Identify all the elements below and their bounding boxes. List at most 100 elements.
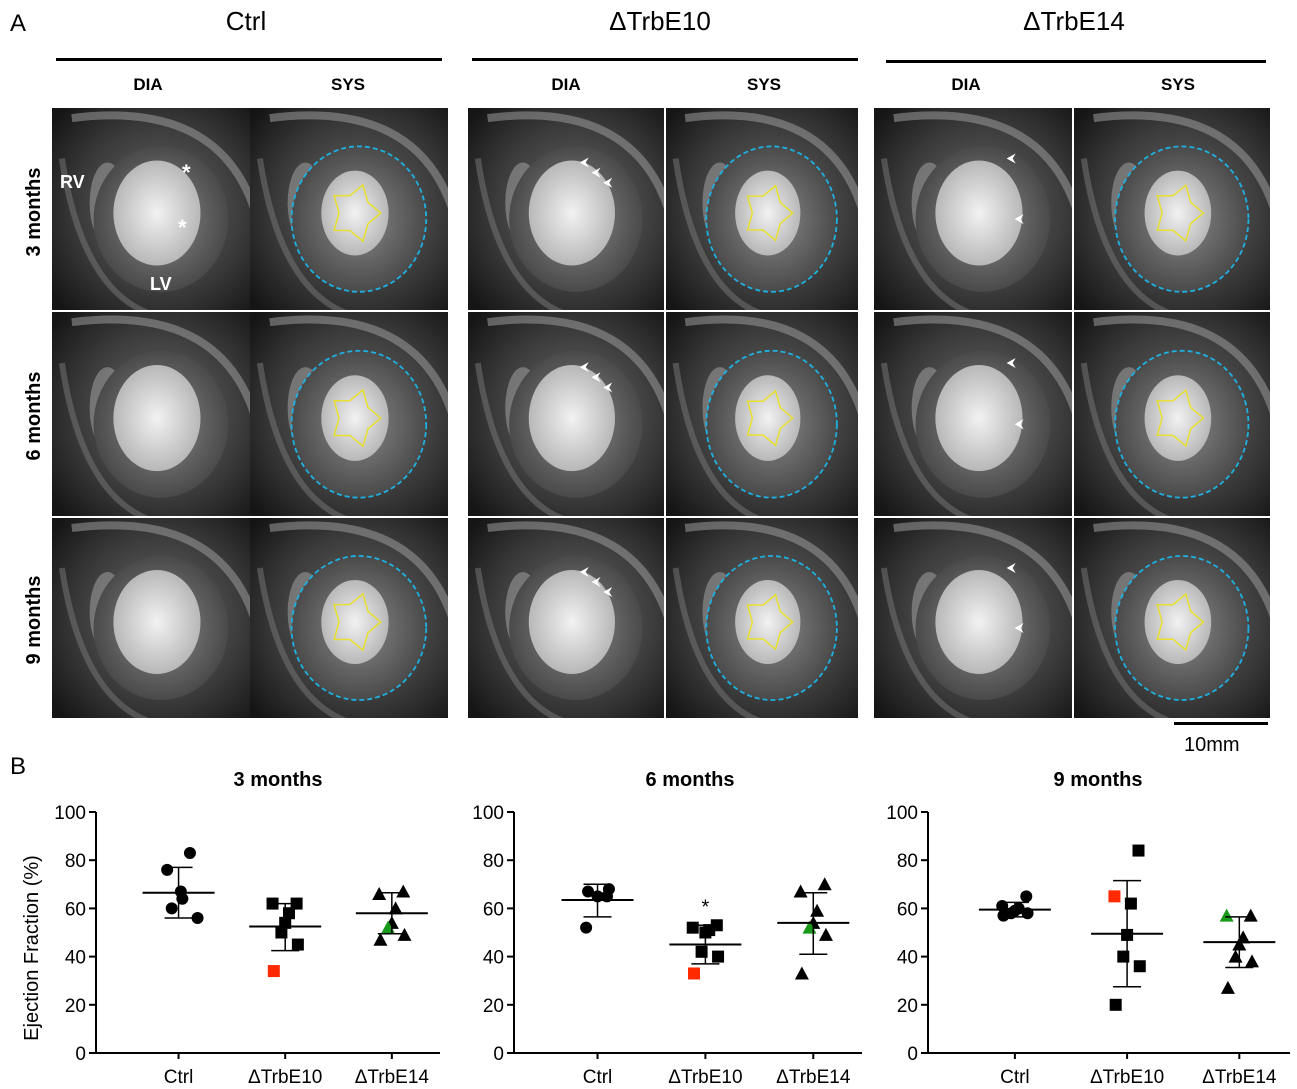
- x-tick-label-1-2: ΔTrbE14: [776, 1067, 851, 1088]
- point-2-1-5: [1133, 960, 1146, 973]
- x-tick-label-0-1: ΔTrbE10: [248, 1067, 322, 1088]
- y-tick-label-2-100: 100: [886, 803, 918, 824]
- y-tick-label-0-40: 40: [65, 948, 86, 969]
- rv-label: RV: [60, 172, 85, 192]
- dia-header-ctrl: DIA: [133, 75, 163, 94]
- panel-b-label: B: [10, 753, 27, 780]
- mri-sys-g1-r0: [666, 108, 858, 310]
- mri-dia-g1-r2: [468, 518, 664, 718]
- chart-title-1: 6 months: [646, 769, 735, 791]
- x-tick-label-2-2: ΔTrbE14: [1202, 1067, 1277, 1088]
- chart-title-0: 3 months: [234, 769, 323, 791]
- dia-header-e10: DIA: [551, 75, 581, 94]
- mri-sys-g2-r0: [1074, 108, 1270, 310]
- x-tick-label-0-2: ΔTrbE14: [355, 1067, 430, 1088]
- point-0-0-3: [176, 892, 189, 905]
- y-tick-label-2-60: 60: [897, 899, 918, 920]
- sys-header-e10: SYS: [746, 75, 782, 94]
- mri-sys-g2-r1: [1074, 312, 1270, 516]
- y-tick-label-2-20: 20: [897, 996, 918, 1017]
- point-0-1-2: [283, 907, 295, 920]
- mri-sys-g0-r2: [250, 518, 448, 718]
- group-title-ctrl: Ctrl: [225, 6, 267, 36]
- mri-sys-g2-r2: [1074, 518, 1270, 718]
- asterisk-2: *: [178, 215, 187, 240]
- point-2-1-2: [1124, 897, 1137, 910]
- point-2-1-6: [1109, 998, 1122, 1011]
- y-tick-label-1-100: 100: [472, 803, 504, 824]
- point-0-0-4: [165, 902, 178, 915]
- mri-dia-g0-r0: [52, 108, 250, 310]
- y-tick-label-1-80: 80: [483, 851, 504, 872]
- point-1-2-0: [817, 877, 832, 891]
- significance-marker-1: *: [702, 896, 710, 918]
- point-1-0-4: [580, 921, 593, 934]
- group-rule-e10: [472, 58, 858, 61]
- point-1-2-2: [810, 903, 825, 917]
- point-0-1-5: [291, 938, 304, 951]
- x-tick-label-1-1: ΔTrbE10: [668, 1067, 742, 1088]
- y-tick-label-1-0: 0: [493, 1044, 504, 1065]
- point-1-1-5: [712, 950, 725, 963]
- lv-label: LV: [150, 274, 172, 294]
- point-1-1-1: [686, 921, 699, 934]
- mri-dia-g0-r1: [52, 312, 250, 516]
- mri-sys-g0-r1: [250, 312, 448, 516]
- point-0-0-1: [161, 863, 174, 876]
- mri-sys-g0-r0: [250, 108, 448, 310]
- y-tick-label-2-0: 0: [907, 1044, 918, 1065]
- y-tick-label-1-20: 20: [483, 996, 504, 1017]
- group-rule-e14: [886, 60, 1266, 63]
- chart-title-2: 9 months: [1054, 769, 1143, 791]
- point-2-2-5: [1244, 954, 1259, 968]
- group-rule-ctrl: [56, 58, 442, 61]
- group-title-e10: ΔTrbE10: [609, 6, 711, 36]
- x-tick-label-1-0: Ctrl: [583, 1067, 613, 1088]
- x-tick-label-2-0: Ctrl: [1000, 1067, 1030, 1088]
- point-0-1-4: [275, 926, 288, 939]
- point-2-1-0: [1132, 844, 1145, 857]
- scale-bar-label: 10mm: [1184, 734, 1240, 756]
- mri-dia-g2-r0: [874, 108, 1072, 310]
- mri-dia-g1-r0: [468, 108, 664, 310]
- point-0-2-6: [373, 932, 388, 946]
- x-tick-label-0-0: Ctrl: [164, 1067, 194, 1088]
- mri-dia-g0-r2: [52, 518, 250, 718]
- point-1-0-1: [582, 885, 595, 898]
- y-tick-label-2-40: 40: [897, 948, 918, 969]
- point-1-2-5: [818, 927, 833, 941]
- point-0-2-0: [396, 884, 411, 898]
- y-tick-label-0-20: 20: [65, 996, 86, 1017]
- panel-a-label: A: [10, 10, 27, 37]
- asterisk-1: *: [182, 160, 191, 185]
- y-tick-label-0-80: 80: [65, 851, 86, 872]
- point-0-1-6: [267, 965, 280, 978]
- point-2-1-1: [1108, 890, 1121, 903]
- point-1-1-6: [688, 967, 700, 980]
- y-tick-label-0-60: 60: [65, 899, 86, 920]
- point-2-0-0: [1020, 890, 1033, 903]
- mri-sys-g1-r1: [666, 312, 858, 516]
- point-2-2-4: [1228, 949, 1243, 963]
- point-2-2-0: [1243, 908, 1258, 922]
- mri-dia-g2-r1: [874, 312, 1072, 516]
- sys-header-ctrl: SYS: [330, 75, 366, 94]
- point-1-1-4: [695, 945, 708, 958]
- point-1-2-6: [794, 966, 809, 980]
- sys-header-e14: SYS: [1160, 75, 1196, 94]
- y-tick-label-0-0: 0: [75, 1044, 86, 1065]
- dia-header-e14: DIA: [951, 75, 981, 94]
- scale-bar: [1174, 722, 1268, 725]
- y-tick-label-0-100: 100: [54, 803, 86, 824]
- point-0-0-0: [183, 846, 196, 859]
- point-2-1-4: [1117, 950, 1130, 963]
- mri-dia-g1-r1: [468, 312, 664, 516]
- point-2-0-6: [997, 909, 1010, 922]
- y-tick-label-2-80: 80: [897, 851, 918, 872]
- mri-dia-g2-r2: [874, 518, 1072, 718]
- y-tick-label-1-40: 40: [483, 948, 504, 969]
- y-tick-label-1-60: 60: [483, 899, 504, 920]
- point-2-2-1: [1219, 908, 1234, 922]
- point-2-2-6: [1220, 980, 1235, 994]
